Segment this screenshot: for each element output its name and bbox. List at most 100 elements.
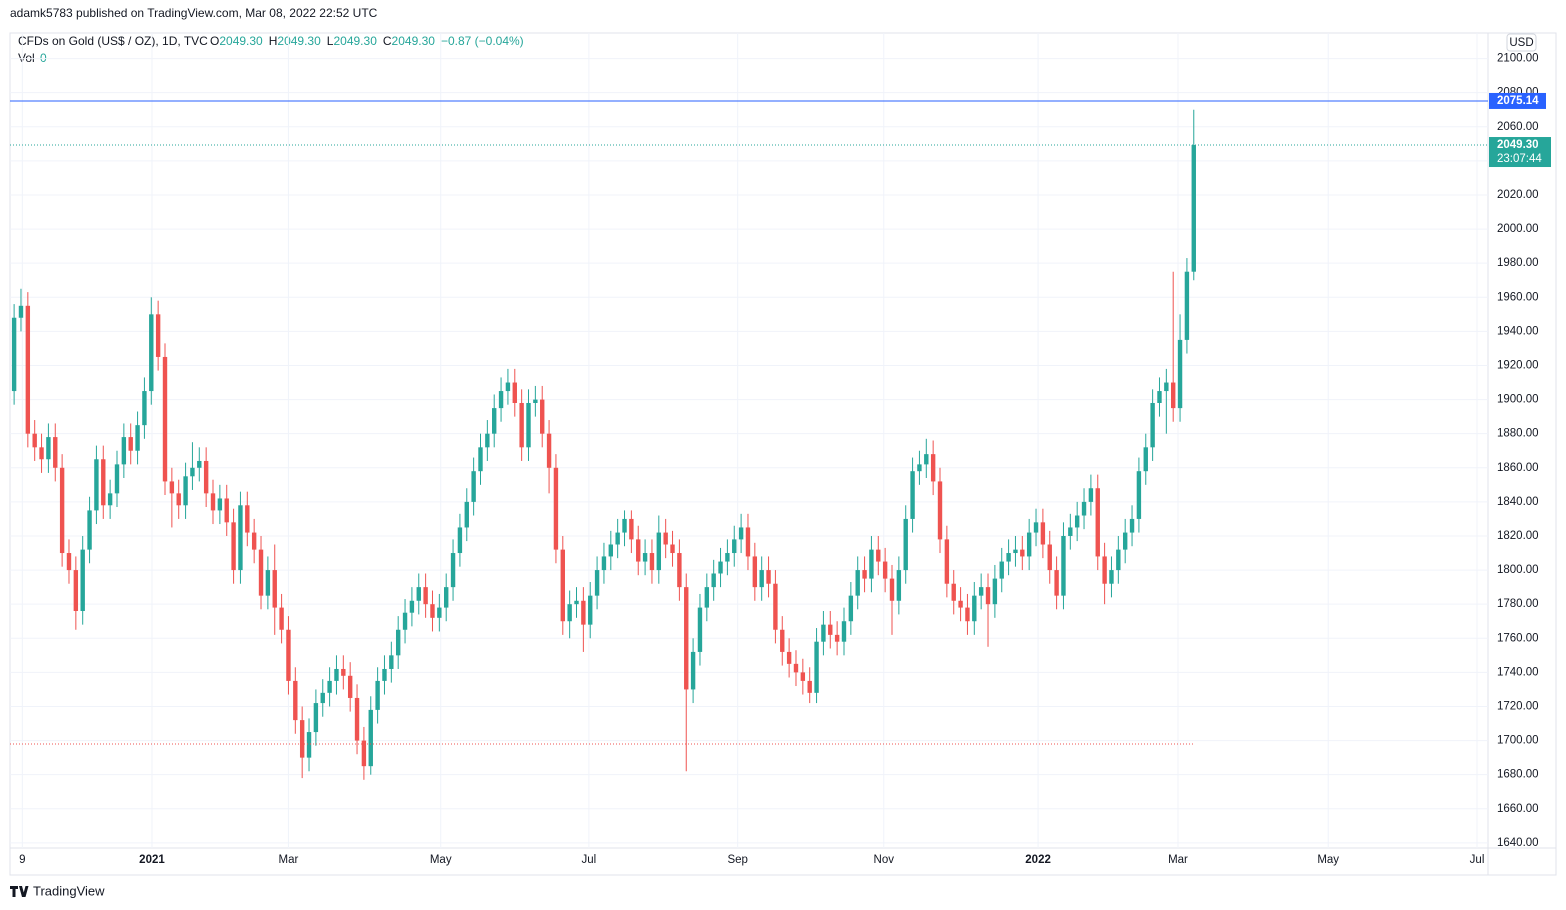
legend-label: O bbox=[210, 34, 219, 48]
candle-body bbox=[395, 629, 401, 656]
legend-label: C bbox=[383, 34, 392, 48]
candle-body bbox=[519, 402, 524, 448]
y-tick-label: 1720.00 bbox=[1497, 701, 1539, 713]
candle-body bbox=[958, 600, 963, 608]
candle-body bbox=[553, 467, 559, 550]
candle-body bbox=[382, 668, 387, 681]
candle-body bbox=[670, 544, 675, 554]
candle-body bbox=[272, 570, 277, 608]
candle-body bbox=[142, 391, 147, 426]
footer-logo: TradingView bbox=[10, 883, 105, 898]
candle-body bbox=[512, 382, 517, 403]
candle-body bbox=[978, 587, 984, 596]
candle-body bbox=[251, 532, 257, 550]
y-tick-label: 1660.00 bbox=[1497, 803, 1539, 815]
candle-body bbox=[327, 680, 332, 693]
candle-body bbox=[485, 433, 490, 448]
candle-body bbox=[800, 672, 806, 681]
candle-body bbox=[1116, 549, 1121, 571]
candle-body bbox=[924, 454, 929, 465]
candle-body bbox=[601, 556, 607, 571]
candle-body bbox=[1184, 271, 1190, 340]
candle-body bbox=[101, 459, 106, 506]
symbol: CFDs on Gold (US$ / OZ), 1D, TVC bbox=[18, 34, 208, 48]
candle-body bbox=[1068, 527, 1073, 536]
candle-body bbox=[1157, 391, 1162, 403]
candle-body bbox=[1170, 382, 1176, 409]
candle-body bbox=[107, 493, 113, 506]
candle-body bbox=[80, 549, 85, 612]
candle-body bbox=[766, 570, 771, 584]
candle-body bbox=[313, 703, 319, 733]
candle-body bbox=[73, 570, 79, 612]
x-tick-label: Jul bbox=[582, 854, 597, 866]
candle-body bbox=[1061, 535, 1066, 596]
candle-body bbox=[876, 549, 881, 562]
candle-body bbox=[862, 570, 867, 579]
candle-body bbox=[341, 668, 346, 676]
candle-body bbox=[985, 587, 991, 605]
y-tick-label: 1760.00 bbox=[1497, 632, 1539, 644]
candle-body bbox=[1177, 339, 1183, 409]
candle-body bbox=[615, 532, 620, 545]
candle-body bbox=[306, 732, 312, 758]
candle-body bbox=[121, 437, 127, 465]
candle-body bbox=[828, 624, 833, 635]
candle-body bbox=[574, 600, 579, 605]
candle-body bbox=[581, 600, 586, 625]
candle-body bbox=[1088, 488, 1094, 502]
candle-body bbox=[279, 607, 284, 630]
candle-body bbox=[759, 570, 764, 588]
candle-body bbox=[560, 549, 565, 622]
y-tick-label: 1800.00 bbox=[1497, 564, 1539, 576]
price-line-label: 2075.14 bbox=[1497, 95, 1539, 107]
legend-value: 2049.30 bbox=[392, 34, 436, 48]
candle-body bbox=[684, 587, 689, 690]
candle-body bbox=[94, 459, 99, 511]
candle-body bbox=[176, 493, 181, 506]
candle-body bbox=[896, 570, 902, 601]
candle-body bbox=[149, 314, 154, 392]
candle-body bbox=[320, 692, 325, 704]
candle-body bbox=[39, 447, 44, 460]
candle-body bbox=[540, 399, 545, 434]
candle-body bbox=[711, 573, 716, 588]
candle-body bbox=[32, 433, 37, 448]
candle-body bbox=[848, 595, 854, 622]
x-tick-label: 2021 bbox=[139, 854, 165, 866]
legend-value: 2049.30 bbox=[277, 34, 321, 48]
candle-body bbox=[889, 578, 895, 601]
y-tick-label: 1900.00 bbox=[1497, 394, 1539, 406]
legend-change: −0.87 (−0.04%) bbox=[441, 34, 524, 48]
candle-body bbox=[930, 454, 936, 482]
candle-body bbox=[478, 447, 483, 472]
candle-body bbox=[471, 471, 476, 502]
candle-body bbox=[608, 544, 614, 557]
candle-body bbox=[25, 305, 31, 434]
candle-body bbox=[265, 570, 271, 596]
y-tick-label: 1960.00 bbox=[1497, 291, 1539, 303]
candles bbox=[11, 109, 1196, 780]
candle-body bbox=[663, 532, 668, 545]
chart-frame bbox=[9, 32, 1557, 876]
candle-body bbox=[258, 549, 264, 596]
candle-body bbox=[59, 467, 65, 554]
candle-body bbox=[457, 527, 463, 554]
candle-body bbox=[1191, 145, 1196, 272]
candle-body bbox=[231, 522, 236, 571]
candle-body bbox=[87, 510, 92, 550]
last-price-box bbox=[1489, 137, 1551, 168]
currency-box bbox=[1506, 33, 1537, 52]
candle-body bbox=[505, 382, 511, 392]
y-tick-label: 1820.00 bbox=[1497, 530, 1539, 542]
candle-body bbox=[1013, 549, 1018, 554]
candle-body bbox=[217, 498, 223, 511]
candle-body bbox=[450, 553, 456, 588]
candle-body bbox=[1129, 518, 1135, 533]
candle-body bbox=[917, 464, 922, 472]
candle-body bbox=[238, 505, 243, 571]
candle-body bbox=[114, 464, 120, 494]
candle-body bbox=[286, 629, 291, 681]
y-tick-label: 1680.00 bbox=[1497, 769, 1539, 781]
